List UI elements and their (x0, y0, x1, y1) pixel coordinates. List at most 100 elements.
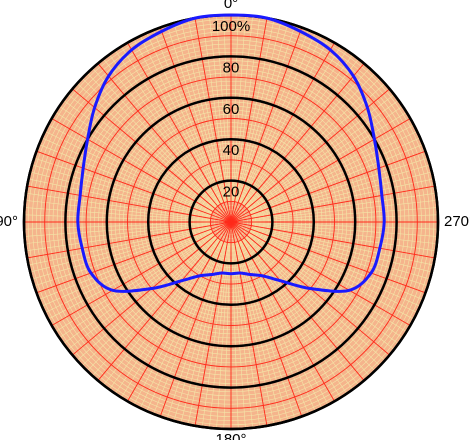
minor-spoke (248, 232, 407, 332)
minor-spoke (237, 241, 296, 419)
polar-grid (24, 15, 438, 429)
minor-spoke (239, 240, 316, 412)
ring-80 (64, 55, 398, 389)
minor-spoke (242, 50, 348, 206)
minor-spoke (24, 207, 211, 221)
minor-spoke (28, 178, 211, 218)
series-line-0 (76, 13, 386, 293)
minor-spoke (114, 238, 220, 394)
minor-spoke (109, 238, 220, 390)
minor-spoke (251, 178, 434, 218)
minor-spoke (55, 232, 214, 332)
major-ring (127, 118, 335, 326)
minor-spoke (239, 35, 323, 204)
minor-spoke (38, 229, 212, 300)
minor-spoke (180, 21, 227, 202)
minor-spoke (31, 164, 212, 217)
minor-spoke (38, 144, 212, 215)
minor-spoke (238, 29, 309, 203)
minor-spoke (251, 226, 432, 273)
radial-label-20: 20 (223, 184, 240, 201)
minor-spoke (250, 229, 424, 300)
minor-spoke (201, 16, 229, 202)
minor-spoke (24, 223, 211, 237)
minor-spoke (250, 164, 431, 217)
minor-spoke (232, 16, 253, 202)
minor-spoke (30, 171, 211, 218)
minor-spoke (103, 58, 219, 206)
minor-spoke (209, 16, 230, 202)
minor-spoke (25, 200, 211, 221)
minor-spoke (59, 105, 215, 211)
minor-spoke (25, 192, 211, 220)
minor-spoke (250, 227, 431, 280)
minor-spoke (114, 50, 220, 206)
minor-spoke (249, 230, 421, 307)
minor-spoke (250, 157, 428, 216)
minor-spoke (239, 32, 316, 204)
minor-spoke (242, 54, 353, 206)
minor-spoke (251, 207, 438, 221)
minor-spoke (166, 25, 225, 203)
minor-spoke (146, 240, 223, 412)
minor-spoke (166, 241, 225, 419)
minor-spoke (242, 238, 348, 394)
minor-spoke (243, 58, 359, 206)
minor-spoke (31, 227, 212, 280)
minor-spoke (247, 233, 403, 339)
minor-spoke (245, 72, 376, 208)
ring-40 (146, 137, 316, 307)
minor-spoke (34, 157, 212, 216)
minor-spoke (121, 239, 221, 398)
minor-spoke (251, 192, 437, 220)
minor-spoke (249, 230, 418, 314)
minor-spoke (249, 124, 414, 213)
minor-spoke (236, 241, 289, 422)
angle-label-180: 180° (215, 431, 246, 440)
minor-spoke (103, 238, 219, 386)
major-ring (209, 200, 253, 244)
minor-spoke (133, 240, 222, 405)
minor-spoke (63, 100, 215, 211)
minor-spoke (59, 233, 215, 339)
minor-spoke (146, 32, 223, 204)
major-ring (85, 76, 377, 368)
minor-spoke (251, 171, 432, 218)
minor-spoke (25, 224, 211, 252)
minor-spoke (28, 226, 211, 266)
minor-spoke (48, 231, 213, 320)
minor-spoke (139, 240, 223, 409)
minor-spoke (121, 46, 221, 205)
minor-spoke (250, 228, 428, 287)
minor-spoke (133, 39, 222, 204)
minor-spoke (153, 29, 224, 203)
minor-spoke (30, 226, 211, 273)
minor-spoke (251, 222, 438, 230)
minor-spoke (247, 100, 399, 211)
minor-spoke (44, 130, 213, 214)
minor-spoke (251, 226, 434, 266)
minor-spoke (44, 230, 213, 314)
minor-spoke (81, 236, 217, 367)
minor-spoke (248, 112, 407, 212)
minor-spoke (81, 77, 217, 208)
minor-spoke (238, 241, 309, 415)
minor-spoke (231, 15, 239, 202)
minor-spoke (241, 239, 341, 398)
minor-spoke (235, 21, 282, 202)
minor-spoke (173, 241, 226, 422)
minor-spoke (67, 234, 215, 350)
minor-spoke (246, 235, 386, 361)
minor-spoke (239, 240, 323, 409)
minor-spoke (249, 130, 418, 214)
minor-spoke (223, 15, 231, 202)
minor-spoke (187, 19, 227, 202)
minor-spoke (245, 236, 381, 367)
radial-label-40: 40 (223, 142, 240, 159)
minor-spoke (216, 15, 230, 202)
minor-spoke (48, 124, 213, 213)
minor-spoke (92, 237, 218, 377)
minor-spoke (251, 214, 438, 222)
minor-spoke (247, 105, 403, 211)
